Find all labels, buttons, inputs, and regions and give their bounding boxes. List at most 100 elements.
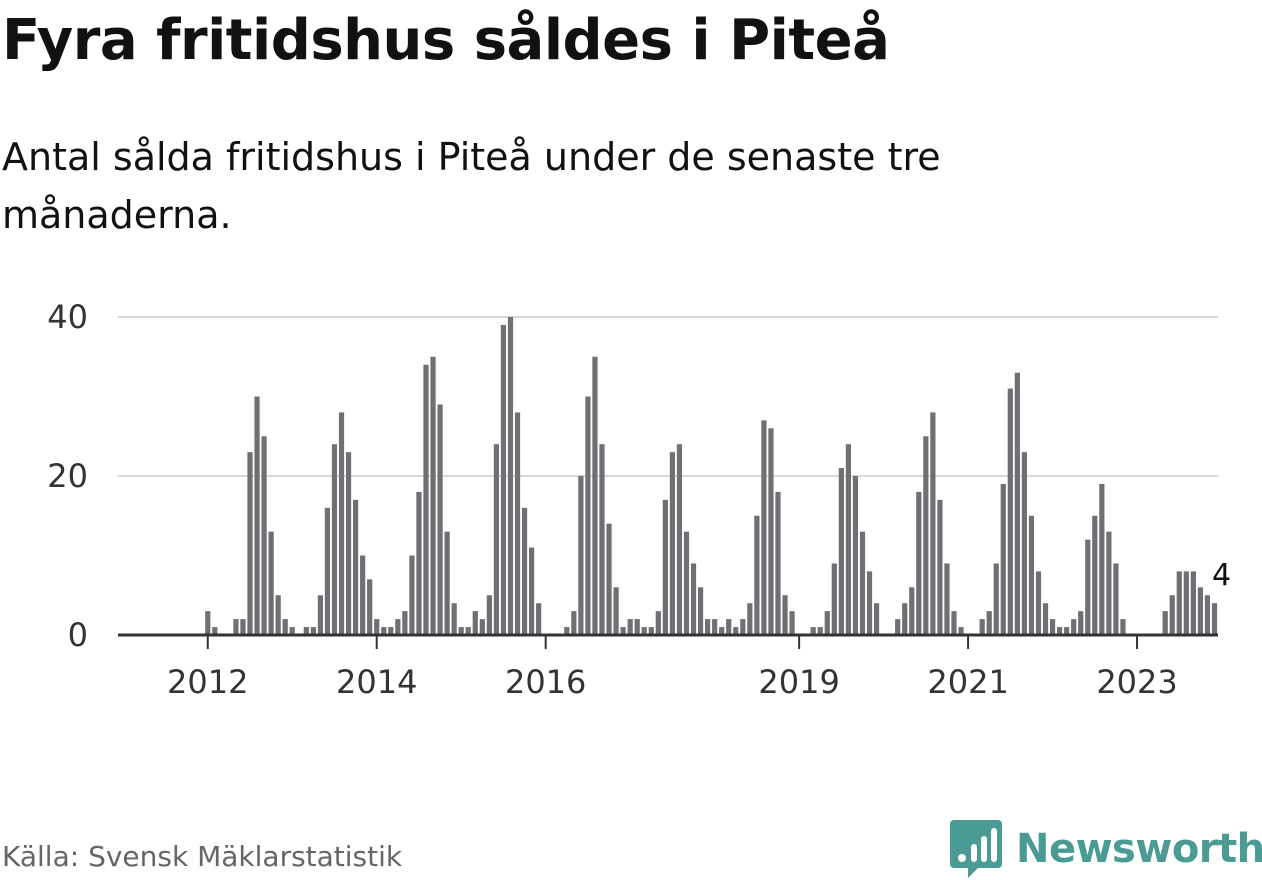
bar bbox=[1211, 603, 1218, 635]
bar bbox=[683, 531, 690, 635]
x-tick-label: 2014 bbox=[336, 663, 417, 701]
bar bbox=[458, 627, 464, 635]
bar bbox=[754, 515, 760, 635]
bar bbox=[634, 619, 640, 635]
bar bbox=[444, 531, 450, 635]
bar bbox=[1197, 587, 1203, 635]
bar bbox=[747, 603, 753, 635]
bar bbox=[571, 611, 577, 635]
bar bbox=[613, 587, 619, 635]
bar bbox=[212, 627, 218, 635]
bar bbox=[514, 412, 521, 635]
chart-subtitle: Antal sålda fritidshus i Piteå under de … bbox=[2, 135, 941, 237]
bar bbox=[1204, 595, 1211, 635]
bar bbox=[521, 507, 528, 635]
bar bbox=[592, 356, 598, 635]
bar bbox=[423, 364, 429, 635]
bar bbox=[493, 444, 499, 635]
bar bbox=[585, 396, 591, 635]
bar bbox=[437, 404, 443, 635]
bar bbox=[789, 611, 795, 635]
bar bbox=[310, 627, 316, 635]
x-axis-ticks: 2012 2014 2016 2019 2021 2023 bbox=[167, 635, 1178, 701]
bar bbox=[261, 436, 267, 635]
brand-name: Newsworthy bbox=[1016, 826, 1262, 872]
bar bbox=[930, 412, 936, 635]
bar bbox=[395, 619, 401, 635]
x-tick-label: 2023 bbox=[1096, 663, 1177, 701]
bar bbox=[367, 579, 373, 635]
x-tick-label: 2021 bbox=[927, 663, 1008, 701]
bar bbox=[374, 619, 380, 635]
bar bbox=[1085, 539, 1091, 635]
bar bbox=[303, 627, 309, 635]
bar bbox=[416, 491, 422, 635]
y-tick-label: 20 bbox=[47, 457, 88, 495]
bar bbox=[768, 428, 774, 635]
bar bbox=[1120, 619, 1126, 635]
bar bbox=[1099, 483, 1105, 635]
bar bbox=[254, 396, 260, 635]
bar bbox=[247, 452, 253, 635]
bar bbox=[317, 595, 323, 635]
x-tick-label: 2016 bbox=[505, 663, 586, 701]
bar bbox=[831, 563, 837, 635]
bar bbox=[324, 507, 331, 635]
bar bbox=[472, 611, 478, 635]
bar bbox=[669, 452, 675, 635]
bar bbox=[388, 627, 394, 635]
bar bbox=[726, 619, 732, 635]
bar bbox=[951, 611, 957, 635]
bar bbox=[1035, 571, 1042, 635]
bar bbox=[1113, 563, 1119, 635]
bar bbox=[268, 531, 274, 635]
bar bbox=[275, 595, 281, 635]
bar bbox=[859, 531, 866, 635]
bar bbox=[838, 468, 844, 635]
y-tick-label: 0 bbox=[68, 616, 88, 654]
bar bbox=[958, 627, 964, 635]
bar bbox=[1190, 571, 1196, 635]
bar bbox=[479, 619, 485, 635]
y-axis-ticks: 0 20 40 bbox=[47, 298, 88, 654]
bar bbox=[289, 627, 295, 635]
bar bbox=[648, 627, 654, 635]
bar bbox=[1000, 483, 1006, 635]
bar bbox=[1176, 571, 1182, 635]
bar bbox=[719, 627, 725, 635]
bar bbox=[465, 627, 471, 635]
bar bbox=[507, 317, 514, 635]
bar bbox=[402, 611, 408, 635]
bar bbox=[451, 603, 457, 635]
bar bbox=[662, 499, 668, 635]
chart-title: Fyra fritidshus såldes i Piteå bbox=[2, 8, 890, 73]
bar bbox=[845, 444, 851, 635]
bar bbox=[205, 611, 211, 635]
bar bbox=[697, 587, 704, 635]
bar bbox=[240, 619, 246, 635]
bar bbox=[712, 619, 718, 635]
bar bbox=[916, 491, 922, 635]
bar bbox=[810, 627, 816, 635]
bar bbox=[599, 444, 605, 635]
bar bbox=[381, 627, 387, 635]
bar bbox=[1064, 627, 1070, 635]
bar bbox=[740, 619, 746, 635]
bar bbox=[866, 571, 873, 635]
bar bbox=[986, 611, 992, 635]
bar bbox=[923, 436, 929, 635]
bar bbox=[606, 523, 612, 635]
bar bbox=[1162, 611, 1168, 635]
bar bbox=[690, 563, 697, 635]
bar bbox=[578, 476, 584, 635]
bar bbox=[824, 611, 830, 635]
bar bbox=[733, 627, 739, 635]
bar bbox=[282, 619, 288, 635]
y-tick-label: 40 bbox=[47, 298, 88, 336]
bar bbox=[895, 619, 901, 635]
bar bbox=[1028, 515, 1035, 635]
bar bbox=[353, 499, 359, 635]
x-tick-label: 2012 bbox=[167, 663, 248, 701]
bar bbox=[944, 563, 950, 635]
bar bbox=[909, 587, 915, 635]
